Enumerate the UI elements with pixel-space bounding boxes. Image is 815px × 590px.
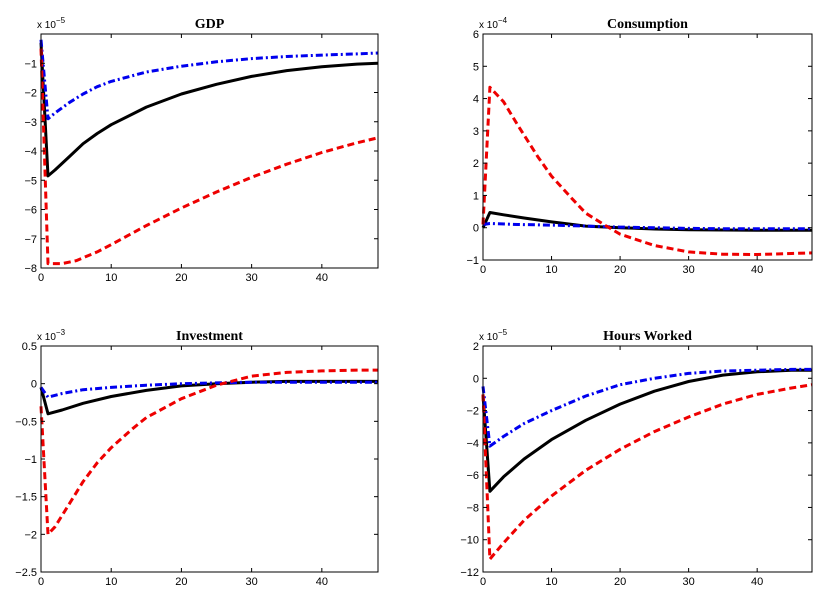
- chart-panel-2: 0 10 20 30 40 −2.5 −2 −1.5 −1 −0.5 0 0.5 Investment x…: [15, 328, 379, 588]
- y-tick-label: 2: [473, 158, 479, 170]
- y-tick-label: 2: [473, 341, 479, 353]
- series-line-dashdot: [482, 222, 812, 231]
- y-tick-label: −1: [466, 255, 479, 267]
- y-tick-label: −4: [466, 438, 479, 450]
- y-tick-label: 1: [473, 190, 479, 202]
- series-line-dashed: [39, 368, 378, 536]
- y-tick-label: 0: [31, 379, 37, 391]
- series-line-dashdot: [481, 367, 812, 448]
- x-tick-label: 20: [175, 272, 187, 284]
- axis-exponent-power: −4: [498, 16, 508, 25]
- y-tick-label: −6: [466, 470, 479, 482]
- x-tick-label: 40: [751, 264, 763, 276]
- x-tick-label: 0: [38, 576, 44, 588]
- y-tick-label: 0.5: [22, 341, 37, 353]
- series-line-solid: [39, 379, 378, 416]
- y-tick-label: −0.5: [15, 416, 37, 428]
- x-tick-label: 10: [545, 576, 557, 588]
- y-tick-label: −4: [24, 146, 37, 158]
- x-tick-label: 10: [545, 264, 557, 276]
- y-tick-label: 3: [473, 126, 479, 138]
- chart-title: Investment: [176, 329, 243, 344]
- x-tick-label: 40: [316, 272, 328, 284]
- y-tick-label: −3: [24, 117, 37, 129]
- series-line-solid: [39, 42, 379, 178]
- y-tick-label: 6: [473, 29, 479, 41]
- chart-title: GDP: [195, 17, 225, 32]
- axis-exponent-label: x 10−3: [37, 328, 66, 343]
- series-line-dashed: [481, 85, 813, 256]
- y-tick-label: −8: [24, 263, 37, 275]
- y-tick-label: 0: [473, 223, 479, 235]
- series-line-solid: [481, 368, 812, 493]
- plot-area-frame: [482, 33, 813, 261]
- x-tick-label: 20: [175, 576, 187, 588]
- x-tick-label: 30: [683, 576, 695, 588]
- y-tick-label: −8: [466, 502, 479, 514]
- axis-exponent-label: x 10−5: [479, 328, 508, 343]
- x-tick-label: 10: [105, 272, 117, 284]
- chart-title: Hours Worked: [603, 329, 692, 344]
- series-line-dashdot: [39, 380, 378, 399]
- y-tick-label: −6: [24, 205, 37, 217]
- y-tick-label: −1: [24, 58, 37, 70]
- axis-exponent-power: −5: [56, 16, 66, 25]
- x-tick-label: 40: [751, 576, 763, 588]
- x-tick-label: 20: [614, 264, 626, 276]
- series-line-solid: [481, 211, 812, 232]
- chart-title: Consumption: [607, 17, 688, 32]
- y-tick-label: −1.5: [15, 492, 37, 504]
- series-line-dashed: [481, 383, 813, 561]
- axis-exponent-power: −5: [498, 328, 508, 337]
- x-tick-label: 0: [480, 576, 486, 588]
- y-tick-label: −5: [24, 175, 37, 187]
- y-tick-label: 4: [473, 94, 479, 106]
- y-tick-label: −1: [24, 454, 37, 466]
- y-tick-label: −2: [466, 406, 479, 418]
- x-tick-label: 30: [246, 272, 258, 284]
- x-tick-label: 10: [105, 576, 117, 588]
- x-tick-label: 0: [480, 264, 486, 276]
- y-tick-label: 0: [473, 373, 479, 385]
- series-line-dashed: [39, 48, 379, 266]
- x-tick-label: 20: [614, 576, 626, 588]
- y-tick-label: −2: [24, 88, 37, 100]
- series-line-dashdot: [39, 39, 379, 121]
- axis-exponent-label: x 10−5: [37, 16, 66, 31]
- axis-exponent-label: x 10−4: [479, 16, 508, 31]
- chart-panel-0: 0 10 20 30 40 −8 −7 −6 −5 −4 −3 −2 −1 GDP x 10−5: [24, 16, 379, 284]
- x-tick-label: 40: [316, 576, 328, 588]
- y-tick-label: −10: [460, 535, 479, 547]
- axis-exponent-power: −3: [56, 328, 66, 337]
- x-tick-label: 0: [38, 272, 44, 284]
- x-tick-label: 30: [246, 576, 258, 588]
- y-tick-label: −2.5: [15, 567, 37, 579]
- y-tick-label: −2: [24, 529, 37, 541]
- plot-area-frame: [482, 345, 813, 573]
- chart-panel-3: 0 10 20 30 40 −12 −10 −8 −6 −4 −2 0 2 Hours Worked x 1…: [460, 328, 813, 588]
- x-tick-label: 30: [683, 264, 695, 276]
- y-tick-label: 5: [473, 61, 479, 73]
- y-tick-label: −12: [460, 567, 479, 579]
- y-tick-label: −7: [24, 234, 37, 246]
